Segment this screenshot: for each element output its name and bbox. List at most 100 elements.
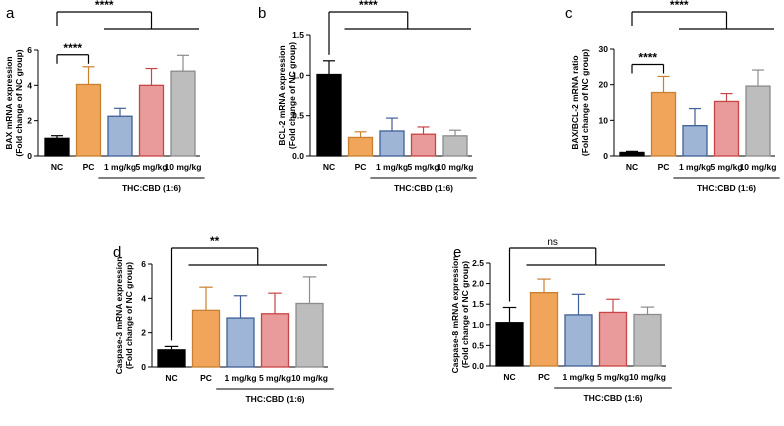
x-category-label: PC — [658, 162, 670, 172]
y-tick-label: 2.0 — [472, 279, 484, 289]
x-category-label: 5 mg/kg — [597, 372, 629, 382]
x-category-label: 1 mg/kg — [562, 372, 594, 382]
chart-panel-a: a 0 2 4 6 BAX mRNA expression (Fold change of … — [4, 0, 205, 193]
x-category-label: 5 mg/kg — [407, 162, 439, 172]
panel-letter: d — [113, 244, 121, 261]
panel-letter: a — [6, 5, 15, 22]
group-label: THC:CBD (1:6) — [245, 394, 304, 404]
x-category-label: 1 mg/kg — [224, 373, 256, 383]
chart-panel-d: d 0 2 4 6 Caspase-3 mRNA expression (Fold chan… — [113, 234, 334, 404]
bar-0 — [157, 349, 186, 368]
y-tick-label: 1.5 — [292, 30, 304, 40]
y-axis-label: (Fold change of NC group) — [14, 49, 24, 156]
bar-1 — [529, 292, 559, 367]
x-category-label: PC — [200, 373, 212, 383]
bar-0 — [44, 137, 70, 157]
x-category-label: PC — [355, 162, 367, 172]
y-tick-label: 1.0 — [292, 70, 304, 80]
y-tick-label: 4 — [141, 293, 146, 303]
bar-2 — [682, 125, 708, 157]
y-tick-label: 0 — [27, 151, 32, 161]
bar-0 — [316, 73, 342, 157]
y-axis-label: (Fold change of NC group) — [287, 42, 297, 149]
group-label: THC:CBD (1:6) — [394, 183, 453, 193]
bar-4 — [633, 313, 662, 367]
group-label: THC:CBD (1:6) — [583, 393, 642, 403]
y-tick-label: 0.0 — [472, 361, 484, 371]
y-tick-label: 2 — [27, 116, 32, 126]
chart-panel-c: c 0 10 20 30 BAX/BCL-2 mRNA ratio (Fold change… — [565, 0, 780, 193]
chart-panel-b: b 0.0 0.5 1.0 1.5 BCL-2 mRNA expression (Fold … — [258, 0, 477, 193]
panel-letter: b — [258, 5, 266, 22]
x-category-label: 5 mg/kg — [135, 162, 167, 172]
panel-letter: e — [453, 244, 461, 261]
y-axis-label: (Fold change of NC group) — [124, 262, 134, 369]
bar-1 — [650, 91, 677, 157]
x-category-label: NC — [165, 373, 177, 383]
x-category-label: 1 mg/kg — [679, 162, 711, 172]
x-category-label: 10 mg/kg — [291, 373, 328, 383]
bar-4 — [745, 85, 771, 157]
y-axis-label: BAX mRNA expression — [4, 56, 14, 149]
x-category-label: PC — [538, 372, 550, 382]
sig-label: **** — [95, 0, 114, 12]
bar-3 — [138, 84, 165, 157]
y-tick-label: 0.0 — [292, 151, 304, 161]
y-tick-label: 0.5 — [292, 111, 304, 121]
bar-1 — [75, 83, 102, 157]
bar-2 — [226, 317, 255, 368]
y-tick-label: 2.5 — [472, 258, 484, 268]
bar-2 — [107, 115, 133, 157]
group-label: THC:CBD (1:6) — [122, 183, 181, 193]
x-category-label: 5 mg/kg — [710, 162, 742, 172]
y-tick-label: 6 — [27, 45, 32, 55]
bar-0 — [619, 151, 645, 157]
sig-label: **** — [359, 0, 378, 12]
x-category-label: 10 mg/kg — [740, 162, 777, 172]
bar-0 — [495, 322, 524, 367]
group-label: THC:CBD (1:6) — [697, 183, 756, 193]
bar-3 — [410, 133, 437, 157]
bar-2 — [564, 314, 593, 367]
x-category-label: 10 mg/kg — [629, 372, 666, 382]
x-category-label: NC — [503, 372, 515, 382]
x-category-label: 10 mg/kg — [165, 162, 202, 172]
y-tick-label: 1.0 — [472, 320, 484, 330]
bar-1 — [347, 136, 374, 157]
y-tick-label: 0 — [603, 151, 608, 161]
bar-4 — [170, 70, 196, 157]
bar-4 — [442, 135, 468, 157]
y-tick-label: 0.5 — [472, 340, 484, 350]
sig-label: **** — [670, 0, 689, 12]
sig-label: ns — [547, 237, 558, 248]
sig-label: **** — [63, 41, 82, 55]
x-category-label: 10 mg/kg — [437, 162, 474, 172]
x-category-label: 5 mg/kg — [259, 373, 291, 383]
y-tick-label: 0 — [141, 362, 146, 372]
y-axis-label: Caspase-3 mRNA expression — [114, 257, 124, 375]
x-category-label: 1 mg/kg — [376, 162, 408, 172]
bar-3 — [260, 313, 290, 368]
sig-label: **** — [638, 50, 657, 64]
x-category-label: PC — [83, 162, 95, 172]
bar-1 — [191, 309, 221, 368]
y-tick-label: 1.5 — [472, 299, 484, 309]
x-category-label: NC — [51, 162, 63, 172]
chart-panel-e: e 0.0 0.5 1.0 1.5 2.0 2.5 Caspase-8 mRNA expres… — [450, 237, 672, 403]
y-axis-label: BCL-2 mRNA expression — [277, 45, 287, 145]
y-axis-label: (Fold change of NC group) — [580, 49, 590, 156]
x-category-label: NC — [323, 162, 335, 172]
y-tick-label: 10 — [599, 115, 609, 125]
y-tick-label: 20 — [599, 80, 609, 90]
y-axis-label: (Fold change of NC group) — [460, 261, 470, 368]
y-axis-label: Caspase-8 mRNA expression — [450, 256, 460, 374]
y-tick-label: 6 — [141, 259, 146, 269]
bar-4 — [295, 302, 324, 368]
y-axis-label: BAX/BCL-2 mRNA ratio — [570, 55, 580, 149]
y-tick-label: 2 — [141, 328, 146, 338]
y-tick-label: 4 — [27, 80, 32, 90]
x-category-label: 1 mg/kg — [104, 162, 136, 172]
panel-letter: c — [565, 5, 573, 22]
bar-3 — [713, 100, 740, 157]
